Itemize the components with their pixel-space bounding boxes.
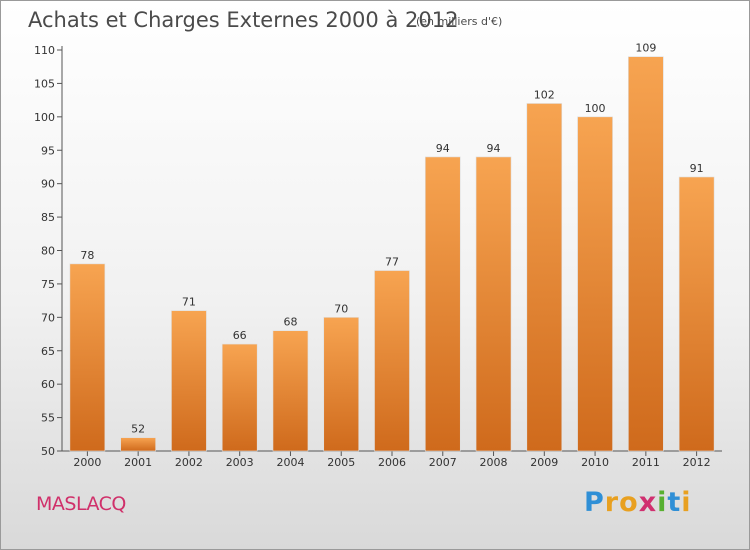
bar	[323, 317, 360, 452]
x-tick-label: 2004	[276, 456, 304, 469]
y-tick-label: 110	[34, 44, 55, 57]
data-label: 109	[635, 42, 656, 55]
bar	[221, 343, 258, 452]
bar	[120, 437, 156, 452]
y-tick-label: 80	[41, 245, 55, 258]
bar	[424, 156, 461, 452]
y-tick-label: 105	[34, 77, 55, 90]
x-tick-label: 2003	[226, 456, 254, 469]
data-label: 94	[436, 142, 450, 155]
data-label: 66	[233, 329, 247, 342]
data-label: 91	[690, 162, 704, 175]
bars: 78 52 71 66 68 70 77 94 94 102 100 109 91	[69, 42, 715, 452]
x-tick-label: 2008	[480, 456, 508, 469]
x-tick-label: 2000	[73, 456, 101, 469]
y-tick-label: 50	[41, 445, 55, 458]
x-tick-label: 2006	[378, 456, 406, 469]
data-label: 77	[385, 256, 399, 269]
y-tick-label: 100	[34, 111, 55, 124]
y-tick-label: 95	[41, 144, 55, 157]
bar	[69, 263, 106, 452]
logo-letter: i	[681, 487, 692, 518]
y-tick-label: 90	[41, 178, 55, 191]
chart-title: Achats et Charges Externes 2000 à 2012	[28, 8, 458, 32]
logo-letter: o	[619, 487, 639, 518]
data-label: 102	[534, 88, 555, 101]
data-label: 68	[283, 316, 297, 329]
logo-letter: i	[657, 487, 668, 518]
bar	[374, 270, 410, 452]
y-tick-label: 65	[41, 345, 55, 358]
bar	[678, 176, 715, 452]
x-tick-label: 2012	[683, 456, 711, 469]
data-label: 71	[182, 296, 196, 309]
y-tick-label: 85	[41, 211, 55, 224]
logo-letter: x	[638, 487, 658, 518]
y-tick-label: 60	[41, 378, 55, 391]
logo-letter: t	[667, 487, 682, 518]
bar	[171, 310, 207, 452]
chart-subtitle: (en milliers d'€)	[416, 15, 502, 28]
y-tick-label: 70	[41, 311, 55, 324]
data-label: 94	[487, 142, 501, 155]
logo-letter: P	[584, 487, 605, 518]
proxiti-logo: Proxiti	[584, 487, 692, 518]
x-tick-label: 2002	[175, 456, 203, 469]
data-label: 70	[334, 302, 348, 315]
x-tick-label: 2010	[581, 456, 609, 469]
data-label: 100	[585, 102, 606, 115]
y-tick-label: 55	[41, 412, 55, 425]
bar	[577, 116, 613, 452]
logo-letter: r	[604, 487, 620, 518]
bar	[628, 56, 664, 452]
x-tick-label: 2007	[429, 456, 457, 469]
x-tick-label: 2005	[327, 456, 355, 469]
x-tick-label: 2001	[124, 456, 152, 469]
x-tick-label: 2011	[632, 456, 660, 469]
bar	[526, 103, 563, 452]
x-tick-label: 2009	[530, 456, 558, 469]
data-label: 52	[131, 423, 145, 436]
town-name: MASLACQ	[36, 493, 126, 515]
y-tick-label: 75	[41, 278, 55, 291]
data-label: 78	[80, 249, 94, 262]
bar	[272, 330, 309, 452]
bar	[475, 156, 512, 452]
